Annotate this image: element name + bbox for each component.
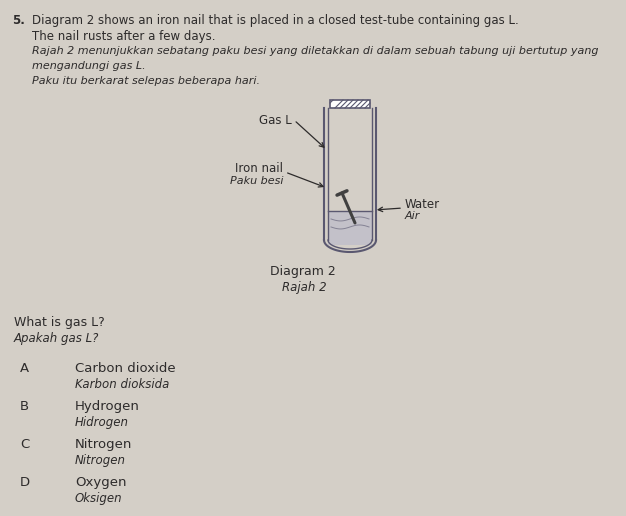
Text: Rajah 2 menunjukkan sebatang paku besi yang diletakkan di dalam sebuah tabung uj: Rajah 2 menunjukkan sebatang paku besi y… <box>32 46 598 56</box>
Text: A: A <box>20 362 29 375</box>
Text: Diagram 2: Diagram 2 <box>270 265 336 278</box>
Text: Air: Air <box>405 211 421 221</box>
Text: 5.: 5. <box>12 14 25 27</box>
Text: What is gas L?: What is gas L? <box>14 316 105 329</box>
Text: Paku itu berkarat selepas beberapa hari.: Paku itu berkarat selepas beberapa hari. <box>32 76 260 86</box>
Text: Nitrogen: Nitrogen <box>75 454 126 467</box>
Text: Diagram 2 shows an iron nail that is placed in a closed test-tube containing gas: Diagram 2 shows an iron nail that is pla… <box>32 14 519 27</box>
Polygon shape <box>328 211 372 245</box>
Text: Carbon dioxide: Carbon dioxide <box>75 362 176 375</box>
Text: Hidrogen: Hidrogen <box>75 416 129 429</box>
Bar <box>330 100 370 108</box>
Text: Hydrogen: Hydrogen <box>75 400 140 413</box>
Text: C: C <box>20 438 29 451</box>
Text: D: D <box>20 476 30 489</box>
Text: Water: Water <box>405 198 440 211</box>
Text: Iron nail: Iron nail <box>235 162 283 174</box>
Text: mengandungi gas L.: mengandungi gas L. <box>32 61 146 71</box>
Text: Oxygen: Oxygen <box>75 476 126 489</box>
Text: The nail rusts after a few days.: The nail rusts after a few days. <box>32 30 215 43</box>
Text: Apakah gas L?: Apakah gas L? <box>14 332 100 345</box>
Text: Rajah 2: Rajah 2 <box>282 281 327 294</box>
Text: Karbon dioksida: Karbon dioksida <box>75 378 170 391</box>
Text: Oksigen: Oksigen <box>75 492 123 505</box>
Text: Paku besi: Paku besi <box>230 176 283 186</box>
Text: Nitrogen: Nitrogen <box>75 438 132 451</box>
Text: Gas L: Gas L <box>259 114 292 126</box>
Text: B: B <box>20 400 29 413</box>
